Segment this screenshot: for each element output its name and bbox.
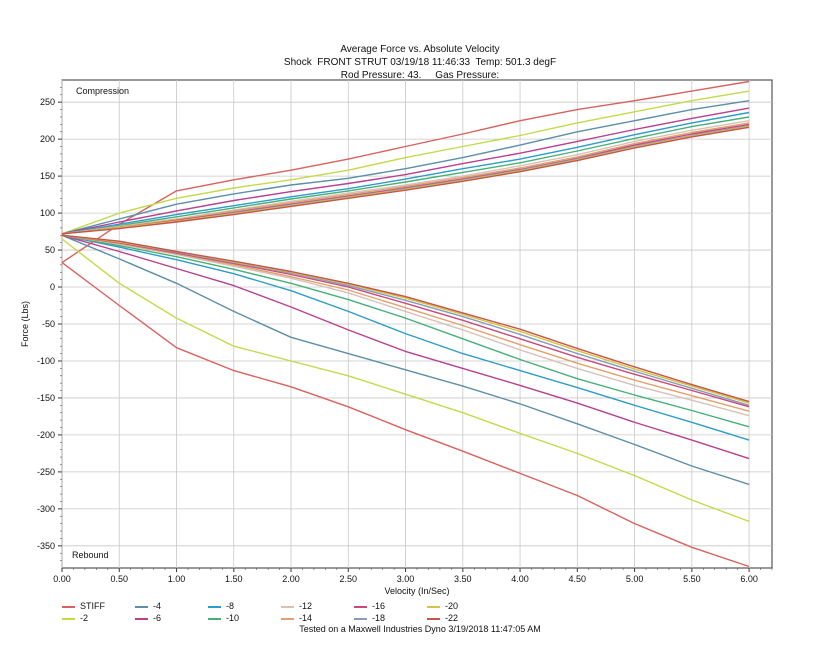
legend-swatch xyxy=(208,605,221,608)
legend-item: -6 xyxy=(135,612,161,624)
x-tick-label: 4.00 xyxy=(511,574,529,584)
series-line-rebound-STIFF xyxy=(61,262,750,568)
series-line-rebound--8 xyxy=(61,234,750,441)
legend-item: STIFF xyxy=(62,600,105,612)
x-axis-label: Velocity (In/Sec) xyxy=(384,586,449,596)
x-tick-label: 4.50 xyxy=(569,574,587,584)
y-tick-label: -50 xyxy=(42,319,55,329)
legend-item: -2 xyxy=(62,612,88,624)
x-tick-label: 5.00 xyxy=(626,574,644,584)
series-line-rebound--14 xyxy=(61,234,750,412)
legend-item: -10 xyxy=(208,612,239,624)
series-line-rebound--10 xyxy=(61,234,750,428)
series-line-compression--6 xyxy=(61,107,750,235)
y-tick-label: 50 xyxy=(45,245,55,255)
y-tick-label: 150 xyxy=(40,171,55,181)
legend-swatch xyxy=(354,617,367,620)
y-tick-label: -300 xyxy=(37,504,55,514)
legend-swatch xyxy=(281,605,294,608)
legend-item: -20 xyxy=(427,600,458,612)
series-line-compression--8 xyxy=(61,111,750,235)
series-line-rebound--6 xyxy=(61,234,750,460)
legend-item: -18 xyxy=(354,612,385,624)
legend-label: -10 xyxy=(226,613,240,623)
legend-item: -8 xyxy=(208,600,234,612)
x-tick-label: 3.50 xyxy=(454,574,472,584)
compression-annotation: Compression xyxy=(76,86,129,96)
x-tick-label: 0.00 xyxy=(53,574,71,584)
x-tick-label: 6.00 xyxy=(740,574,758,584)
legend-item: -4 xyxy=(135,600,161,612)
legend-label: -6 xyxy=(153,613,162,623)
series-line-compression-STIFF xyxy=(61,80,750,264)
legend-item: -12 xyxy=(281,600,312,612)
chart-subtitle-pressure: Rod Pressure: 43. Gas Pressure: xyxy=(340,70,500,81)
legend-label: -4 xyxy=(153,601,162,611)
chart-subtitle-shock: Shock FRONT STRUT 03/19/18 11:46:33 Temp… xyxy=(283,57,557,68)
y-tick-label: 0 xyxy=(50,282,55,292)
chart-header: Average Force vs. Absolute Velocity Shoc… xyxy=(0,43,840,82)
legend-label: -2 xyxy=(80,613,89,623)
series-line-compression--22 xyxy=(61,126,750,235)
footer-note: Tested on a Maxwell Industries Dyno 3/19… xyxy=(299,624,541,634)
legend-swatch xyxy=(427,605,440,608)
legend-label: -20 xyxy=(445,601,459,611)
rebound-annotation: Rebound xyxy=(72,550,109,560)
x-tick-label: 1.50 xyxy=(225,574,243,584)
series-line-rebound--18 xyxy=(61,234,750,406)
x-tick-label: 2.00 xyxy=(282,574,300,584)
legend-item: -22 xyxy=(427,612,458,624)
y-axis-label: Force (Lbs) xyxy=(20,301,30,347)
legend-swatch xyxy=(427,617,440,620)
x-tick-label: 0.50 xyxy=(110,574,128,584)
legend-swatch xyxy=(208,617,221,620)
legend-item: -16 xyxy=(354,600,385,612)
legend-swatch xyxy=(135,617,148,620)
x-tick-label: 5.50 xyxy=(683,574,701,584)
y-tick-label: -100 xyxy=(37,356,55,366)
legend-label: -12 xyxy=(299,601,313,611)
chart-title: Average Force vs. Absolute Velocity xyxy=(340,44,500,55)
series-line-compression--10 xyxy=(61,116,750,235)
legend-swatch xyxy=(135,605,148,608)
legend-label: -16 xyxy=(372,601,386,611)
y-tick-label: 250 xyxy=(40,97,55,107)
legend-label: -8 xyxy=(226,601,235,611)
x-tick-label: 3.00 xyxy=(397,574,415,584)
x-tick-label: 1.00 xyxy=(168,574,186,584)
series-line-rebound--2 xyxy=(61,238,750,523)
series-line-compression--14 xyxy=(61,122,750,235)
legend-swatch xyxy=(281,617,294,620)
y-tick-label: -250 xyxy=(37,467,55,477)
y-tick-label: 200 xyxy=(40,134,55,144)
legend-label: -14 xyxy=(299,613,313,623)
series-line-compression--4 xyxy=(61,100,750,235)
y-tick-label: -150 xyxy=(37,393,55,403)
x-tick-label: 2.50 xyxy=(340,574,358,584)
legend-swatch xyxy=(354,605,367,608)
legend-item: -14 xyxy=(281,612,312,624)
legend-swatch xyxy=(62,617,75,620)
legend-label: -22 xyxy=(445,613,459,623)
legend-swatch xyxy=(62,605,75,608)
y-tick-label: -350 xyxy=(37,541,55,551)
y-tick-label: -200 xyxy=(37,430,55,440)
series-line-rebound--22 xyxy=(61,234,750,403)
legend-label: -18 xyxy=(372,613,386,623)
legend-label: STIFF xyxy=(80,601,105,611)
y-tick-label: 100 xyxy=(40,208,55,218)
series-line-compression--2 xyxy=(61,90,750,235)
series-line-rebound--4 xyxy=(61,234,750,486)
